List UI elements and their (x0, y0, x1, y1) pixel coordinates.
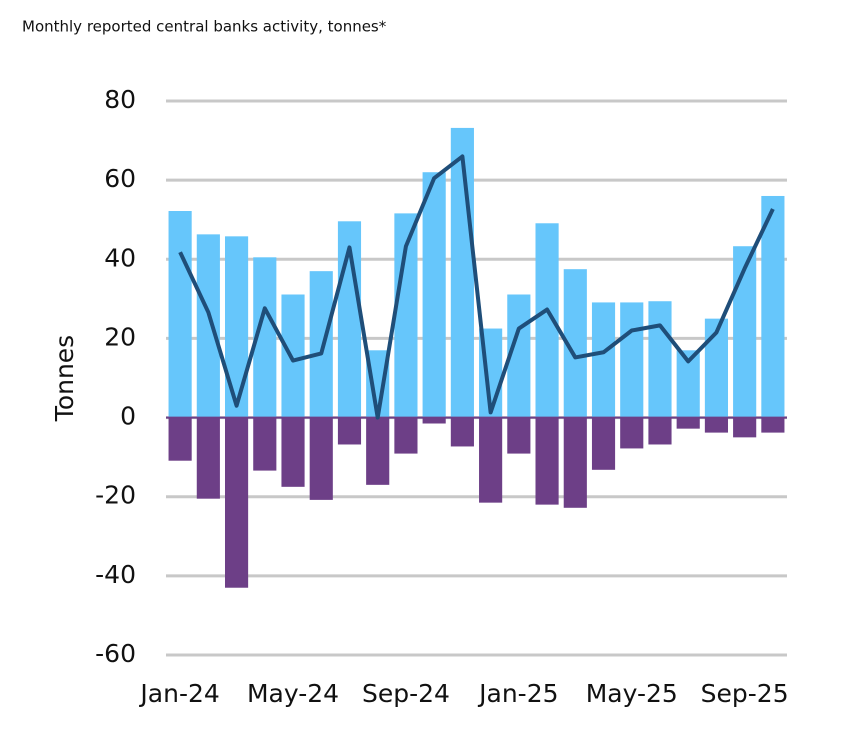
x-tick-label: May-24 (247, 679, 339, 708)
bar (281, 417, 305, 487)
bar (507, 417, 531, 454)
bar (704, 417, 729, 433)
bar (704, 318, 729, 418)
bar (422, 172, 446, 418)
bar (196, 417, 220, 499)
y-tick-label: -20 (95, 481, 136, 510)
bar (394, 213, 418, 418)
bar (337, 417, 362, 445)
bar (394, 417, 418, 454)
bar (366, 350, 390, 418)
x-tick-label: May-25 (586, 679, 678, 708)
bar (196, 234, 220, 418)
y-axis-label: Tonnes (50, 335, 79, 422)
bar (168, 211, 192, 418)
bar (761, 417, 785, 433)
bar (563, 269, 587, 418)
bar (733, 246, 757, 418)
y-tick-label: 40 (104, 243, 136, 272)
bar (591, 302, 616, 418)
bar (366, 417, 390, 485)
y-tick-label: -60 (95, 639, 136, 668)
y-tick-label: 60 (104, 164, 136, 193)
x-tick-label: Sep-24 (362, 679, 450, 708)
bar (535, 417, 559, 505)
bar (168, 417, 192, 461)
bar (648, 301, 672, 418)
bar (620, 302, 644, 418)
bar (281, 294, 305, 418)
y-tick-label: 80 (104, 85, 136, 114)
bar (648, 417, 672, 445)
y-tick-label: -40 (95, 560, 136, 589)
bar (591, 417, 616, 470)
bar (450, 417, 474, 447)
bar (535, 223, 559, 418)
bar (422, 417, 446, 424)
bar (224, 417, 249, 588)
bar (253, 257, 277, 418)
bar (479, 417, 503, 503)
bar (309, 271, 333, 418)
bar (253, 417, 277, 471)
x-tick-label: Jan-24 (138, 679, 219, 708)
x-tick-label: Sep-25 (701, 679, 789, 708)
bar (309, 417, 333, 500)
bar (676, 417, 700, 429)
bar (224, 236, 249, 418)
bar (733, 417, 757, 438)
y-tick-label: 20 (104, 322, 136, 351)
y-tick-label: 0 (120, 402, 136, 431)
net-line (178, 154, 775, 420)
bar (620, 417, 644, 449)
bar (563, 417, 587, 508)
x-tick-label: Jan-25 (477, 679, 558, 708)
bar (676, 350, 700, 418)
chart-title: Monthly reported central banks activity,… (22, 18, 387, 36)
bar (761, 195, 785, 418)
